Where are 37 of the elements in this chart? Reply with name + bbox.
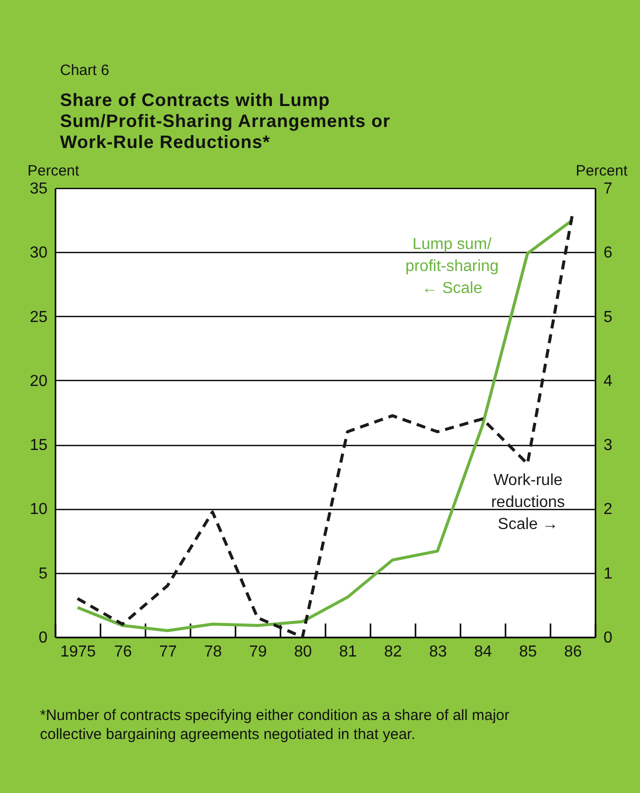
chart-title: Share of Contracts with Lump Sum/Profit-Sharing Arrangements or Work-Rule Reductions* bbox=[60, 90, 392, 153]
chart-subtitle: Chart 6 bbox=[60, 62, 110, 79]
series-label: Work-rule reductions bbox=[491, 472, 565, 511]
y2-tick-label: 6 bbox=[604, 244, 612, 262]
x-tick-label: 83 bbox=[429, 644, 447, 660]
x-tick-label: 86 bbox=[564, 644, 582, 660]
x-tick-label: 80 bbox=[294, 644, 312, 660]
x-tick-label: 81 bbox=[339, 644, 357, 660]
y-tick-label: 5 bbox=[38, 565, 48, 582]
y-tick-label: 25 bbox=[30, 308, 48, 326]
x-tick-label: 84 bbox=[474, 644, 492, 660]
y2-tick-label: 3 bbox=[604, 437, 612, 454]
y-tick-label: 15 bbox=[30, 437, 48, 454]
annotation: Scale → bbox=[498, 516, 558, 533]
y-tick-label: 35 bbox=[30, 180, 48, 198]
y-tick-label: 0 bbox=[38, 630, 48, 646]
y2-tick-label: 0 bbox=[604, 630, 612, 646]
y2-tick-label: 2 bbox=[604, 501, 612, 518]
y2-tick-label: 7 bbox=[604, 180, 612, 198]
x-tick-label: 78 bbox=[204, 644, 222, 660]
y-tick-label: 30 bbox=[30, 244, 48, 262]
text: *Number of contracts specifying either condition as a share of all major collective bargaining agreements negotiated in that year. bbox=[40, 706, 510, 744]
y2-tick-label: 5 bbox=[604, 308, 612, 326]
x-tick-label: 77 bbox=[159, 644, 177, 660]
y2-axis-title: Percent bbox=[576, 162, 628, 180]
y-tick-label: 10 bbox=[30, 501, 48, 518]
x-tick-label: 85 bbox=[519, 644, 537, 660]
y2-tick-label: 4 bbox=[604, 372, 612, 390]
x-tick-label: 82 bbox=[384, 644, 402, 660]
y2-tick-label: 1 bbox=[604, 565, 612, 582]
x-tick-label: 76 bbox=[114, 644, 132, 660]
annotation: ← Scale bbox=[422, 280, 482, 297]
x-tick-label: 1975 bbox=[60, 644, 96, 660]
y-axis-title: Percent bbox=[28, 162, 80, 180]
y-tick-label: 20 bbox=[30, 372, 48, 390]
x-tick-label: 79 bbox=[249, 644, 267, 660]
series-label: Lump sum/ profit-sharing bbox=[405, 236, 499, 275]
